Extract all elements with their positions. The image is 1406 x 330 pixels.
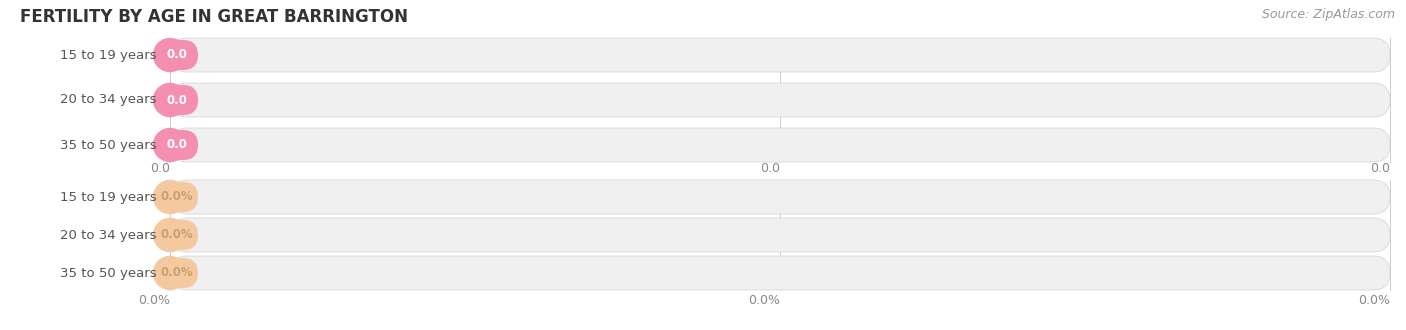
FancyBboxPatch shape — [156, 85, 198, 115]
Text: 20 to 34 years: 20 to 34 years — [60, 93, 157, 107]
Circle shape — [153, 39, 187, 72]
Text: 0.0%: 0.0% — [138, 293, 170, 307]
Text: 0.0: 0.0 — [150, 161, 170, 175]
Circle shape — [153, 256, 187, 289]
FancyBboxPatch shape — [170, 180, 1391, 214]
Text: 0.0%: 0.0% — [160, 228, 193, 242]
Text: 15 to 19 years: 15 to 19 years — [60, 49, 157, 61]
FancyBboxPatch shape — [170, 128, 1391, 162]
Text: 0.0: 0.0 — [1369, 161, 1391, 175]
Text: 0.0: 0.0 — [166, 49, 187, 61]
FancyBboxPatch shape — [170, 218, 1391, 252]
Text: 0.0: 0.0 — [166, 93, 187, 107]
Text: 0.0%: 0.0% — [160, 190, 193, 204]
Text: 35 to 50 years: 35 to 50 years — [60, 139, 157, 151]
FancyBboxPatch shape — [156, 220, 198, 250]
FancyBboxPatch shape — [156, 40, 198, 70]
Text: 0.0: 0.0 — [761, 161, 780, 175]
Text: 15 to 19 years: 15 to 19 years — [60, 190, 157, 204]
Circle shape — [153, 128, 187, 161]
Text: 35 to 50 years: 35 to 50 years — [60, 267, 157, 280]
Text: 0.0%: 0.0% — [1358, 293, 1391, 307]
FancyBboxPatch shape — [170, 38, 1391, 72]
FancyBboxPatch shape — [170, 256, 1391, 290]
Circle shape — [153, 83, 187, 116]
FancyBboxPatch shape — [156, 258, 198, 288]
Text: 0.0%: 0.0% — [748, 293, 780, 307]
Circle shape — [153, 218, 187, 251]
FancyBboxPatch shape — [156, 130, 198, 160]
FancyBboxPatch shape — [170, 83, 1391, 117]
Text: 0.0: 0.0 — [166, 139, 187, 151]
Text: FERTILITY BY AGE IN GREAT BARRINGTON: FERTILITY BY AGE IN GREAT BARRINGTON — [20, 8, 408, 26]
Text: Source: ZipAtlas.com: Source: ZipAtlas.com — [1263, 8, 1395, 21]
Text: 20 to 34 years: 20 to 34 years — [60, 228, 157, 242]
Circle shape — [153, 181, 187, 214]
Text: 0.0%: 0.0% — [160, 267, 193, 280]
FancyBboxPatch shape — [156, 182, 198, 212]
